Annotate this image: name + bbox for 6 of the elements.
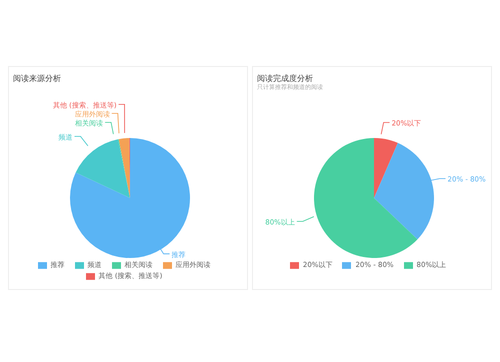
chart-title: 阅读来源分析 — [13, 73, 62, 83]
pie-slice — [76, 139, 130, 198]
pie-slice — [70, 138, 190, 258]
pie-slice — [374, 138, 398, 198]
pie-slice — [314, 138, 418, 258]
chart-title: 阅读完成度分析 — [257, 73, 314, 83]
